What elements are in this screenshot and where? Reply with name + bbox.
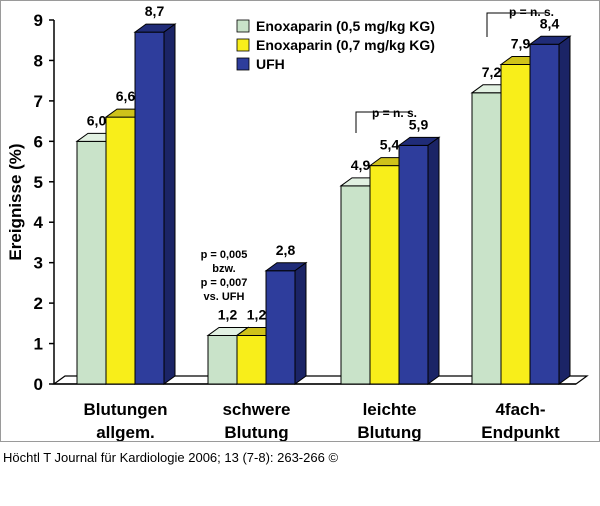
legend-swatch bbox=[236, 19, 250, 33]
bar-value-label: 2,8 bbox=[276, 242, 296, 258]
y-tick-label: 4 bbox=[34, 213, 44, 232]
significance-label: p = n. s. bbox=[372, 106, 417, 120]
bar-side bbox=[558, 35, 571, 385]
bar bbox=[340, 185, 371, 385]
category-label: Blutungen bbox=[83, 400, 167, 419]
bar-value-label: 5,9 bbox=[409, 116, 429, 132]
legend-swatch bbox=[236, 38, 250, 52]
bar-value-label: 1,2 bbox=[218, 306, 238, 322]
bar bbox=[134, 31, 165, 385]
bar-value-label: 6,6 bbox=[116, 88, 136, 104]
p-value-note: p = 0,005 bbox=[201, 249, 248, 261]
category-label: schwere bbox=[222, 400, 290, 419]
y-tick-label: 1 bbox=[34, 335, 43, 354]
bar-value-label: 4,9 bbox=[351, 157, 371, 173]
bar-side bbox=[427, 136, 440, 385]
bar bbox=[398, 144, 429, 385]
significance-bracket bbox=[355, 111, 410, 133]
category-label: 4fach- bbox=[495, 400, 545, 419]
category-label: Blutung bbox=[224, 423, 288, 441]
bar bbox=[207, 334, 238, 385]
y-tick-label: 6 bbox=[34, 132, 43, 151]
category-label: allgem. bbox=[96, 423, 155, 441]
bar bbox=[471, 92, 502, 385]
bar bbox=[105, 116, 136, 385]
legend-label: Enoxaparin (0,7 mg/kg KG) bbox=[256, 37, 435, 53]
bar-value-label: 8,4 bbox=[540, 15, 560, 31]
bar-side bbox=[163, 23, 176, 385]
y-tick-label: 7 bbox=[34, 92, 43, 111]
p-value-note: p = 0,007 bbox=[201, 277, 248, 289]
legend-label: UFH bbox=[256, 56, 285, 72]
bar-value-label: 7,9 bbox=[511, 35, 531, 51]
bar bbox=[500, 63, 531, 385]
y-tick-label: 9 bbox=[34, 11, 43, 30]
category-label: leichte bbox=[363, 400, 417, 419]
bar-value-label: 5,4 bbox=[380, 137, 400, 153]
category-label: Endpunkt bbox=[481, 423, 560, 441]
legend-swatch bbox=[236, 57, 250, 71]
bar-value-label: 6,0 bbox=[87, 112, 107, 128]
y-tick-label: 5 bbox=[34, 173, 43, 192]
y-tick-label: 0 bbox=[34, 375, 43, 394]
y-tick-label: 2 bbox=[34, 294, 43, 313]
bar bbox=[236, 334, 267, 385]
bar bbox=[265, 270, 296, 385]
bar bbox=[76, 140, 107, 385]
significance-label: p = n. s. bbox=[509, 5, 554, 19]
bar bbox=[529, 43, 560, 385]
bar bbox=[369, 165, 400, 385]
category-label: Blutung bbox=[357, 423, 421, 441]
bar-value-label: 7,2 bbox=[482, 64, 502, 80]
source-credit: Höchtl T Journal für Kardiologie 2006; 1… bbox=[3, 450, 339, 465]
y-tick-label: 8 bbox=[34, 51, 43, 70]
legend-label: Enoxaparin (0,5 mg/kg KG) bbox=[256, 18, 435, 34]
y-tick-label: 3 bbox=[34, 254, 43, 273]
y-axis-title: Ereignisse (%) bbox=[6, 143, 25, 260]
bar-value-label: 1,2 bbox=[247, 306, 267, 322]
chart-frame: 0 1 2 3 4 5 6 7 8 9 Ereignisse (%) 6,0 1,2 4,9 7,2 6,6 1… bbox=[0, 0, 600, 442]
bar-value-label: 8,7 bbox=[145, 3, 165, 19]
significance-bracket bbox=[486, 12, 546, 37]
bar-side bbox=[294, 261, 307, 385]
p-value-note: vs. UFH bbox=[204, 291, 245, 303]
bar-chart: 0 1 2 3 4 5 6 7 8 9 Ereignisse (%) 6,0 1,2 4,9 7,2 6,6 1… bbox=[6, 3, 589, 441]
p-value-note: bzw. bbox=[212, 263, 235, 275]
